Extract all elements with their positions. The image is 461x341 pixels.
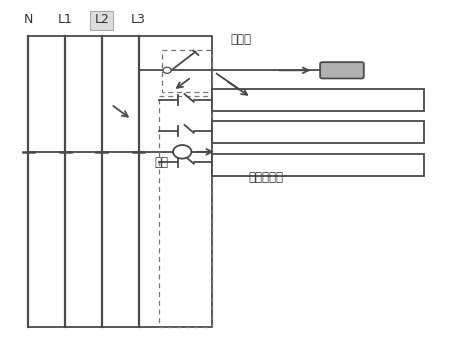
Text: N: N xyxy=(24,13,33,26)
Circle shape xyxy=(163,67,171,73)
Circle shape xyxy=(173,145,191,159)
FancyBboxPatch shape xyxy=(320,62,364,78)
Bar xyxy=(212,121,424,143)
Bar xyxy=(212,89,424,111)
Text: L1: L1 xyxy=(58,13,72,26)
Text: L2: L2 xyxy=(95,13,109,26)
FancyBboxPatch shape xyxy=(90,11,113,30)
Text: L3: L3 xyxy=(131,13,146,26)
Text: 温控器: 温控器 xyxy=(230,33,252,46)
Bar xyxy=(212,153,424,176)
Text: 温度传感器: 温度传感器 xyxy=(249,171,284,184)
Text: 线圈: 线圈 xyxy=(154,155,169,168)
